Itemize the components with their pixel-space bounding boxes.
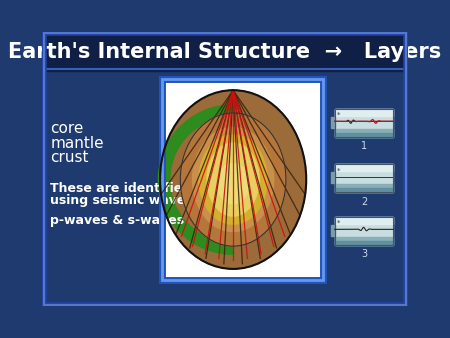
Wedge shape xyxy=(158,105,233,254)
Text: crust: crust xyxy=(50,150,89,165)
Bar xyxy=(335,217,393,244)
Ellipse shape xyxy=(207,143,259,216)
Bar xyxy=(162,79,323,280)
Bar xyxy=(42,32,408,71)
Text: 3: 3 xyxy=(361,249,367,259)
Bar xyxy=(331,225,335,236)
Bar xyxy=(162,79,323,280)
Bar xyxy=(335,133,393,137)
Bar xyxy=(162,79,323,280)
Text: mantle: mantle xyxy=(50,136,104,151)
Bar xyxy=(335,164,393,192)
Text: 1: 1 xyxy=(361,141,367,151)
Ellipse shape xyxy=(193,127,274,232)
Bar xyxy=(335,237,393,244)
Text: core: core xyxy=(50,121,84,136)
Ellipse shape xyxy=(160,90,306,269)
Bar xyxy=(331,117,335,128)
Text: p-waves & s-waves: p-waves & s-waves xyxy=(50,215,184,227)
Bar xyxy=(335,109,393,116)
Ellipse shape xyxy=(199,135,267,224)
Text: using seismic waves: using seismic waves xyxy=(50,194,193,207)
Ellipse shape xyxy=(217,164,249,204)
Bar xyxy=(335,188,393,192)
Ellipse shape xyxy=(180,113,286,246)
Text: *: * xyxy=(337,112,341,118)
Text: *: * xyxy=(337,220,341,226)
Bar xyxy=(335,241,393,244)
Bar xyxy=(335,217,393,224)
Bar xyxy=(335,164,393,192)
Text: Earth's Internal Structure  →   Layers: Earth's Internal Structure → Layers xyxy=(9,42,441,62)
Bar xyxy=(335,217,393,244)
Bar xyxy=(335,109,393,137)
Text: These are identified: These are identified xyxy=(50,182,192,195)
Bar xyxy=(335,184,393,192)
Bar xyxy=(335,109,393,137)
Text: *: * xyxy=(337,167,341,173)
Bar xyxy=(331,172,335,184)
Bar xyxy=(335,129,393,137)
Bar xyxy=(335,164,393,171)
Text: 2: 2 xyxy=(361,197,367,207)
